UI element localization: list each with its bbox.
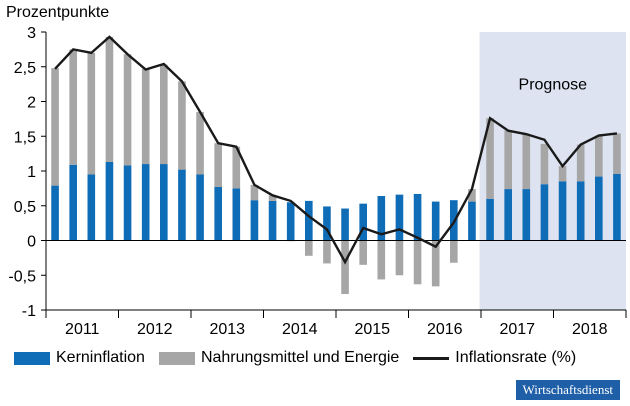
- bar-group: [51, 36, 621, 295]
- bar-nahrungsmittel: [450, 240, 458, 263]
- bar-kerninflation: [341, 208, 349, 241]
- series-line-inflationsrate: [54, 35, 618, 265]
- bar-kerninflation: [286, 202, 295, 241]
- bar-kerninflation: [305, 200, 313, 241]
- bar-kerninflation: [558, 181, 567, 241]
- y-tick-label: 1: [27, 164, 36, 181]
- x-year-label: 2014: [282, 321, 318, 338]
- bar-nahrungsmittel: [413, 240, 422, 285]
- bar-nahrungsmittel: [576, 144, 585, 182]
- bar-kerninflation: [522, 189, 531, 241]
- y-tick-label: 0,5: [14, 199, 36, 216]
- bar-nahrungsmittel: [232, 146, 241, 189]
- publisher-logo: Wirtschaftsdienst: [515, 380, 620, 400]
- bar-kerninflation: [87, 174, 96, 241]
- x-year-labels: 2011 2012 2013 2014 2015 2016 2017 2018: [65, 321, 608, 338]
- y-tick-labels: -1 -0,5 0 0,5 1 1,5 2 2,5 3: [8, 25, 36, 320]
- bar-kerninflation: [232, 188, 241, 241]
- bar-kerninflation: [105, 161, 114, 241]
- y-axis-title: Prozentpunkte: [6, 4, 109, 21]
- bar-nahrungsmittel: [51, 68, 59, 186]
- y-tick-label: -1: [22, 303, 36, 320]
- bar-nahrungsmittel: [214, 143, 222, 187]
- bar-kerninflation: [196, 174, 204, 241]
- bar-nahrungsmittel: [87, 52, 96, 175]
- x-year-label: 2018: [572, 321, 608, 338]
- bar-nahrungsmittel: [323, 240, 331, 264]
- bar-nahrungsmittel: [431, 240, 440, 287]
- bar-kerninflation: [141, 164, 150, 241]
- legend-swatch-nahrungsmittel: [158, 351, 195, 365]
- y-tick-label: -0,5: [8, 268, 36, 285]
- bar-nahrungsmittel: [395, 240, 404, 276]
- bar-kerninflation: [413, 193, 422, 241]
- bar-nahrungsmittel: [341, 240, 349, 295]
- bar-nahrungsmittel: [377, 240, 386, 280]
- forecast-label: Prognose: [519, 77, 588, 94]
- chart-canvas: -1 -0,5 0 0,5 1 1,5 2 2,5 3 2011 2012 2013 2014 2015…: [6, 4, 627, 338]
- bar-kerninflation: [595, 176, 603, 241]
- x-year-label: 2013: [209, 321, 245, 338]
- bar-nahrungsmittel: [250, 184, 259, 201]
- bar-nahrungsmittel: [522, 134, 531, 190]
- legend-label-kerninflation: Kerninflation: [56, 349, 145, 366]
- bar-nahrungsmittel: [486, 118, 494, 199]
- bar-kerninflation: [123, 165, 132, 241]
- bar-nahrungsmittel: [196, 111, 204, 175]
- bar-nahrungsmittel: [468, 189, 476, 202]
- bar-kerninflation: [178, 169, 186, 241]
- legend-swatch-inflationsrate: [413, 356, 450, 360]
- bar-kerninflation: [160, 164, 168, 241]
- forecast-shading: [479, 32, 626, 310]
- bar-kerninflation: [486, 198, 494, 241]
- y-tick-label: 3: [27, 25, 36, 42]
- y-tick-label: 2,5: [14, 60, 36, 77]
- legend-label-inflationsrate: Inflationsrate (%): [455, 349, 577, 366]
- bar-kerninflation: [268, 200, 277, 241]
- y-tick-label: 1,5: [14, 129, 36, 146]
- bar-kerninflation: [540, 184, 549, 241]
- legend-item-inflationsrate: Inflationsrate (%): [413, 349, 576, 367]
- bar-kerninflation: [431, 201, 440, 241]
- y-tick-label: 0: [27, 234, 36, 251]
- y-tick-label: 2: [27, 95, 36, 112]
- bar-nahrungsmittel: [69, 49, 77, 165]
- legend-label-nahrungsmittel: Nahrungsmittel und Energie: [200, 349, 400, 366]
- legend: Kerninflation Nahrungsmittel und Energie…: [14, 349, 590, 367]
- bar-nahrungsmittel: [359, 240, 367, 265]
- bar-nahrungsmittel: [305, 240, 313, 256]
- bar-kerninflation: [323, 206, 331, 241]
- axes: [41, 31, 627, 318]
- x-year-label: 2016: [427, 321, 463, 338]
- bar-kerninflation: [504, 189, 512, 241]
- bar-kerninflation: [214, 186, 222, 241]
- x-year-label: 2012: [137, 321, 173, 338]
- bar-nahrungsmittel: [540, 143, 549, 185]
- bar-kerninflation: [359, 203, 367, 241]
- bar-nahrungsmittel: [504, 130, 512, 190]
- bar-nahrungsmittel: [178, 81, 186, 170]
- bar-kerninflation: [395, 194, 404, 241]
- x-year-label: 2015: [354, 321, 390, 338]
- bar-kerninflation: [377, 196, 386, 241]
- legend-item-nahrungsmittel: Nahrungsmittel und Energie: [158, 349, 400, 367]
- bar-nahrungsmittel: [141, 68, 150, 165]
- bar-kerninflation: [468, 201, 476, 241]
- bar-kerninflation: [69, 164, 77, 241]
- bar-nahrungsmittel: [268, 195, 277, 201]
- bar-nahrungsmittel: [123, 54, 132, 166]
- legend-item-kerninflation: Kerninflation: [14, 349, 145, 367]
- x-year-label: 2011: [65, 321, 100, 338]
- x-year-label: 2017: [499, 321, 535, 338]
- legend-swatch-kerninflation: [14, 351, 50, 365]
- bar-kerninflation: [576, 181, 585, 241]
- bar-nahrungsmittel: [558, 166, 567, 182]
- bar-kerninflation: [51, 185, 59, 241]
- bar-kerninflation: [250, 200, 259, 241]
- bar-nahrungsmittel: [613, 133, 621, 174]
- bar-nahrungsmittel: [105, 36, 114, 162]
- bar-kerninflation: [613, 173, 621, 241]
- bar-nahrungsmittel: [595, 135, 603, 177]
- bar-nahrungsmittel: [160, 64, 168, 165]
